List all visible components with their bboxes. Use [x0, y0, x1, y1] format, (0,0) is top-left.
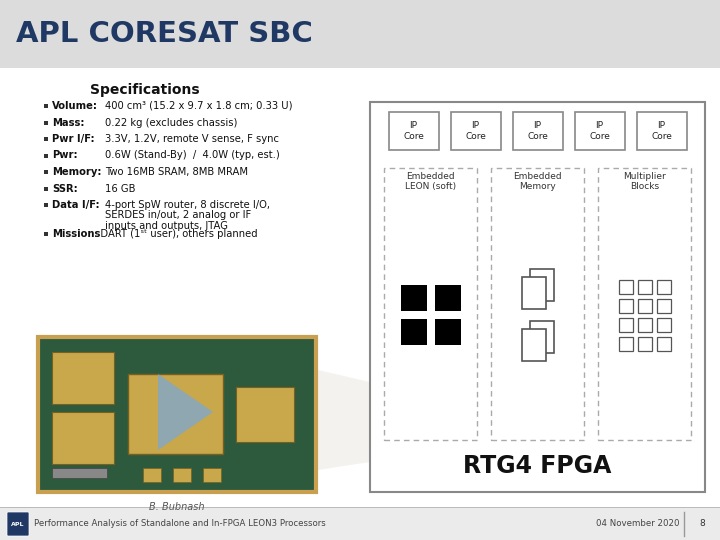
Bar [128, 374, 223, 454]
Bar [657, 318, 670, 332]
Text: SSR:: SSR: [52, 184, 78, 193]
Bar [636, 112, 686, 150]
Bar [521, 277, 546, 309]
Text: Volume:: Volume: [52, 101, 98, 111]
Bar [44, 104, 48, 108]
Bar [370, 102, 705, 492]
Bar [529, 269, 554, 301]
Text: Multiplier
Blocks: Multiplier Blocks [623, 172, 666, 191]
Text: : DART (1ˢᵗ user), others planned: : DART (1ˢᵗ user), others planned [94, 229, 258, 239]
Bar [575, 112, 624, 150]
Bar [44, 153, 48, 158]
Bar [637, 318, 652, 332]
Text: Embedded
LEON (soft): Embedded LEON (soft) [405, 172, 456, 191]
Bar [44, 186, 48, 191]
Text: 16 GB: 16 GB [105, 184, 135, 193]
Bar [491, 168, 584, 440]
Text: 3.3V, 1.2V, remote V sense, F sync: 3.3V, 1.2V, remote V sense, F sync [105, 134, 279, 144]
Text: SERDES in/out, 2 analog or IF: SERDES in/out, 2 analog or IF [105, 211, 251, 220]
Text: Specifications: Specifications [90, 83, 199, 97]
Text: 04 November 2020: 04 November 2020 [596, 519, 680, 529]
Bar [236, 387, 294, 442]
Bar [52, 412, 114, 464]
Text: Mass:: Mass: [52, 118, 84, 127]
Bar [513, 112, 562, 150]
Bar [657, 299, 670, 313]
Bar [618, 318, 632, 332]
Bar [44, 170, 48, 174]
Bar [657, 336, 670, 350]
Bar [44, 203, 48, 207]
Bar [637, 280, 652, 294]
Bar [44, 232, 48, 236]
Bar [618, 336, 632, 350]
Text: 4-port SpW router, 8 discrete I/O,: 4-port SpW router, 8 discrete I/O, [105, 200, 270, 210]
Bar [38, 337, 316, 492]
Bar [44, 137, 48, 141]
Bar [521, 329, 546, 361]
Bar [451, 112, 500, 150]
Bar [618, 280, 632, 294]
Bar [384, 168, 477, 440]
Text: Pwr:: Pwr: [52, 151, 78, 160]
Bar [434, 285, 461, 311]
Bar [434, 319, 461, 345]
Text: Performance Analysis of Standalone and In-FPGA LEON3 Processors: Performance Analysis of Standalone and I… [34, 519, 325, 529]
Text: IP
Core: IP Core [589, 122, 610, 141]
Text: B. Bubnash: B. Bubnash [149, 502, 204, 512]
Bar [52, 468, 107, 478]
Text: Memory:: Memory: [52, 167, 102, 177]
Text: RTG4 FPGA: RTG4 FPGA [463, 454, 612, 478]
Bar [637, 336, 652, 350]
Bar [598, 168, 691, 440]
Bar [529, 321, 554, 353]
Polygon shape [158, 374, 213, 450]
Bar [637, 299, 652, 313]
Text: APL: APL [12, 522, 24, 526]
Text: Missions: Missions [52, 229, 100, 239]
Text: IP
Core: IP Core [651, 122, 672, 141]
Bar [0, 0, 720, 68]
Text: Embedded
Memory: Embedded Memory [513, 172, 562, 191]
Text: IP
Core: IP Core [403, 122, 424, 141]
Bar [400, 319, 426, 345]
Bar [44, 120, 48, 125]
Text: inputs and outputs, JTAG: inputs and outputs, JTAG [105, 221, 228, 231]
Text: IP
Core: IP Core [527, 122, 548, 141]
Text: 0.6W (Stand-By)  /  4.0W (typ, est.): 0.6W (Stand-By) / 4.0W (typ, est.) [105, 151, 280, 160]
Text: Two 16MB SRAM, 8MB MRAM: Two 16MB SRAM, 8MB MRAM [105, 167, 248, 177]
Bar [400, 285, 426, 311]
Bar [0, 507, 720, 508]
Bar [618, 299, 632, 313]
Text: Pwr I/F:: Pwr I/F: [52, 134, 94, 144]
Text: 0.22 kg (excludes chassis): 0.22 kg (excludes chassis) [105, 118, 238, 127]
Bar [389, 112, 438, 150]
Bar [173, 468, 191, 482]
Bar [52, 352, 114, 404]
Text: Data I/F:: Data I/F: [52, 200, 99, 210]
Polygon shape [177, 337, 376, 492]
Text: IP
Core: IP Core [465, 122, 486, 141]
FancyBboxPatch shape [7, 512, 29, 536]
Bar [38, 337, 316, 492]
Text: APL CORESAT SBC: APL CORESAT SBC [16, 20, 312, 48]
Bar [203, 468, 221, 482]
Bar [0, 508, 720, 540]
Text: 400 cm³ (15.2 x 9.7 x 1.8 cm; 0.33 U): 400 cm³ (15.2 x 9.7 x 1.8 cm; 0.33 U) [105, 101, 292, 111]
Bar [657, 280, 670, 294]
Text: 8: 8 [699, 519, 705, 529]
Bar [143, 468, 161, 482]
